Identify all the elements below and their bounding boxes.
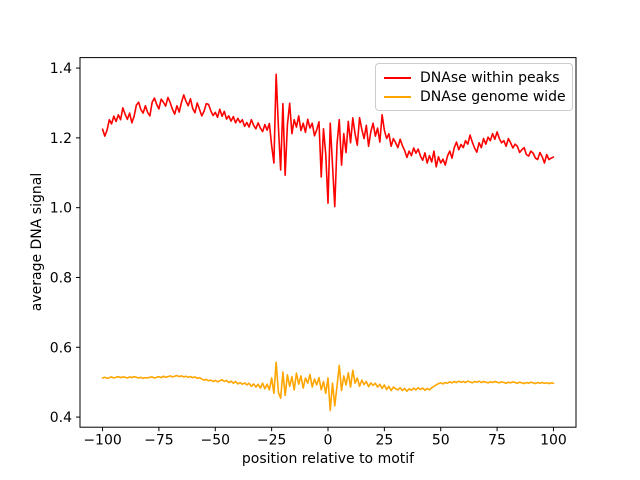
x-tick-label: −75 (144, 433, 174, 449)
x-tick-label: 50 (432, 433, 450, 449)
x-tick-label: −25 (257, 433, 287, 449)
legend-label-genome-wide: DNAse genome wide (420, 88, 566, 105)
x-tick-label: 25 (375, 433, 393, 449)
axes-frame (79, 57, 577, 428)
y-tick-label: 1.0 (50, 201, 72, 217)
legend: DNAse within peaks DNAse genome wide (375, 63, 573, 111)
series-line-dnase-genome-wide (101, 361, 555, 412)
x-axis-label: position relative to motif (241, 451, 415, 467)
legend-entry-genome-wide: DNAse genome wide (384, 88, 566, 105)
orange-line-swatch-icon (384, 95, 411, 98)
y-tick-label: 1.4 (50, 61, 72, 77)
x-tick-label: −50 (200, 433, 230, 449)
y-tick-label: 0.4 (50, 410, 72, 426)
series-line-dnase-within-peaks (101, 73, 555, 208)
x-tick-label: 0 (324, 433, 333, 449)
x-tick-label: 75 (488, 433, 506, 449)
y-tick-label: 0.8 (50, 270, 72, 286)
x-tick-label: −100 (83, 433, 121, 449)
y-tick-label: 0.6 (50, 340, 72, 356)
legend-label-within-peaks: DNAse within peaks (420, 69, 560, 86)
red-line-swatch-icon (384, 76, 411, 79)
y-axis-label: average DNA signal (29, 172, 45, 312)
legend-entry-within-peaks: DNAse within peaks (384, 70, 564, 86)
x-tick-label: 100 (540, 433, 567, 449)
y-tick-label: 1.2 (50, 131, 72, 147)
